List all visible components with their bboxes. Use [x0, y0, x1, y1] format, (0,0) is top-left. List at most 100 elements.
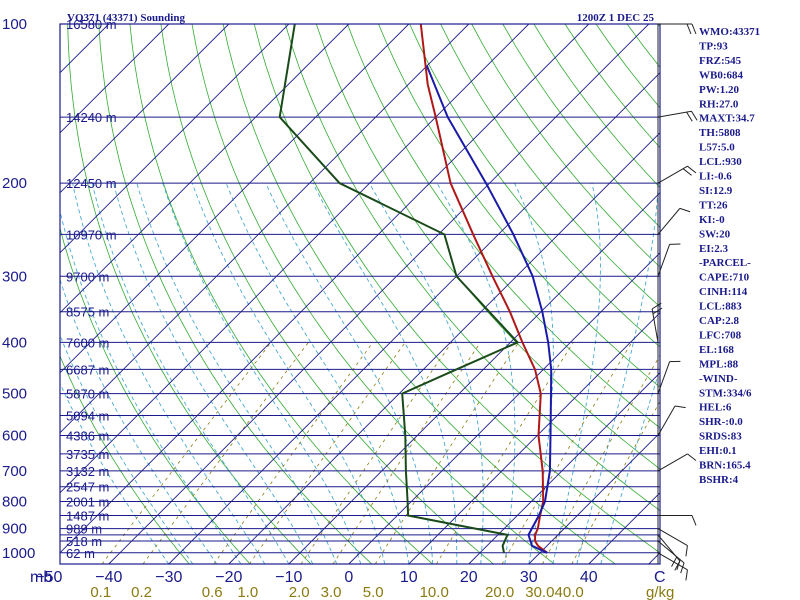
wind-barb-flag	[691, 23, 697, 35]
temperature-tick-label: 0	[344, 569, 353, 586]
temperature-tick-label: 40	[580, 569, 598, 586]
mixing-ratio-label: 3.0	[321, 584, 342, 600]
moist-adiabat	[162, 183, 362, 564]
mixing-ratio-line	[300, 342, 453, 564]
moist-adiabat	[312, 183, 458, 564]
index-entry: L57:5.0	[699, 142, 735, 154]
pressure-tick-label: 200	[2, 175, 27, 192]
dry-adiabat	[60, 354, 190, 564]
mixing-ratio-label: 20.0	[485, 584, 514, 600]
index-entry: FRZ:545	[699, 55, 742, 67]
wind-barb	[657, 405, 676, 436]
wind-barb	[651, 308, 659, 343]
height-tick-label: 6687 m	[66, 362, 109, 377]
isotherm	[468, 372, 660, 564]
index-entry: STM:334/6	[699, 387, 752, 399]
dry-adiabat	[191, 24, 555, 564]
wind-barb-flag	[652, 307, 663, 315]
index-entry: TH:5808	[699, 127, 741, 139]
index-entry: EHI:0.1	[699, 445, 737, 457]
index-entry: WB0:684	[699, 69, 744, 81]
wind-barb-flag	[651, 302, 662, 310]
isotherm	[108, 24, 650, 564]
moist-adiabat	[91, 183, 290, 564]
moist-adiabat	[552, 183, 601, 564]
wind-barb-flag	[687, 165, 697, 174]
plot-frame	[59, 23, 661, 565]
temperature-unit-corner: C	[654, 569, 666, 586]
pressure-tick-label: 300	[2, 268, 27, 285]
isotherm	[60, 24, 350, 314]
index-entry: CAPE:710	[699, 272, 750, 284]
pressure-tick-label: 900	[2, 521, 27, 538]
moist-adiabat	[136, 183, 338, 564]
mixing-ratio-label: 30.0	[525, 584, 554, 600]
index-entry: BRN:165.4	[699, 460, 751, 472]
index-entry: EL:168	[699, 344, 734, 356]
temperature-tick-label: −30	[155, 569, 182, 586]
index-entry: EI:2.3	[699, 243, 729, 255]
wind-barb-flag	[685, 569, 688, 581]
index-entry: RH:27.0	[699, 98, 739, 110]
index-entry: KI:-0	[699, 214, 725, 226]
index-entry: SW:20	[699, 228, 731, 240]
height-tick-label: 8575 m	[66, 305, 109, 320]
mixing-ratio-line	[101, 342, 272, 564]
temperature-tick-label: −50	[35, 569, 62, 586]
dry-adiabat	[60, 226, 251, 564]
temperature-tick-label: 20	[460, 569, 478, 586]
isotherm	[60, 24, 410, 374]
mixing-ratio-label: 5.0	[363, 584, 384, 600]
temperature-tick-label: 30	[520, 569, 538, 586]
mixing-ratio-line	[571, 400, 660, 564]
dry-adiabat	[129, 24, 433, 564]
index-entry: TP:93	[699, 40, 728, 52]
index-entry: MPL:88	[699, 358, 739, 370]
mixing-ratio-label: 10.0	[420, 584, 449, 600]
dry-adiabat	[533, 24, 660, 189]
wind-barb	[657, 453, 688, 472]
isotherm	[408, 312, 660, 564]
frame-border	[59, 23, 661, 565]
height-tick-label: 16580 m	[66, 17, 117, 32]
mixing-ratio-label: 1.0	[237, 584, 258, 600]
height-tick-label: 3132 m	[66, 464, 109, 479]
index-entry: LFC:708	[699, 329, 742, 341]
chart-title: VQ371 (43371) Sounding	[67, 12, 185, 24]
wind-barb-flag	[686, 23, 692, 35]
height-tick-label: 1487 m	[66, 508, 109, 523]
wind-barb-flag	[685, 545, 688, 557]
isotherm	[0, 24, 49, 564]
dry-adiabat	[378, 24, 660, 388]
pressure-tick-label: 400	[2, 334, 27, 351]
height-tick-label: 5870 m	[66, 387, 109, 402]
dry-adiabat	[751, 24, 800, 564]
mixing-ratio-label: 0.1	[90, 584, 111, 600]
wind-barb	[657, 534, 681, 562]
mixing-ratio-line	[374, 342, 519, 564]
pressure-tick-label: 1000	[2, 545, 35, 562]
pressure-tick-label: 700	[2, 463, 27, 480]
mixing-ratio-label: 2.0	[289, 584, 310, 600]
index-entry: MAXT:34.7	[699, 113, 755, 125]
dry-adiabat	[253, 24, 660, 554]
dry-adiabat	[564, 24, 660, 149]
mixing-ratio-line	[249, 342, 406, 564]
moist-adiabat	[72, 183, 266, 564]
wind-barbs	[651, 23, 698, 581]
index-entry: BSHR:4	[699, 474, 739, 486]
mixing-ratio-line	[436, 342, 574, 564]
height-tick-label: 62 m	[66, 546, 95, 561]
temperature-profile	[419, 24, 548, 554]
mixing-ratio-label: 0.6	[202, 584, 223, 600]
wind-barb	[657, 361, 671, 394]
moist-adiabat	[514, 183, 554, 564]
isotherm	[60, 24, 230, 194]
height-tick-label: 7600 m	[66, 335, 109, 350]
dry-adiabat	[67, 24, 312, 564]
index-entry: PW:1.20	[699, 84, 740, 96]
moist-adiabat	[60, 333, 194, 564]
